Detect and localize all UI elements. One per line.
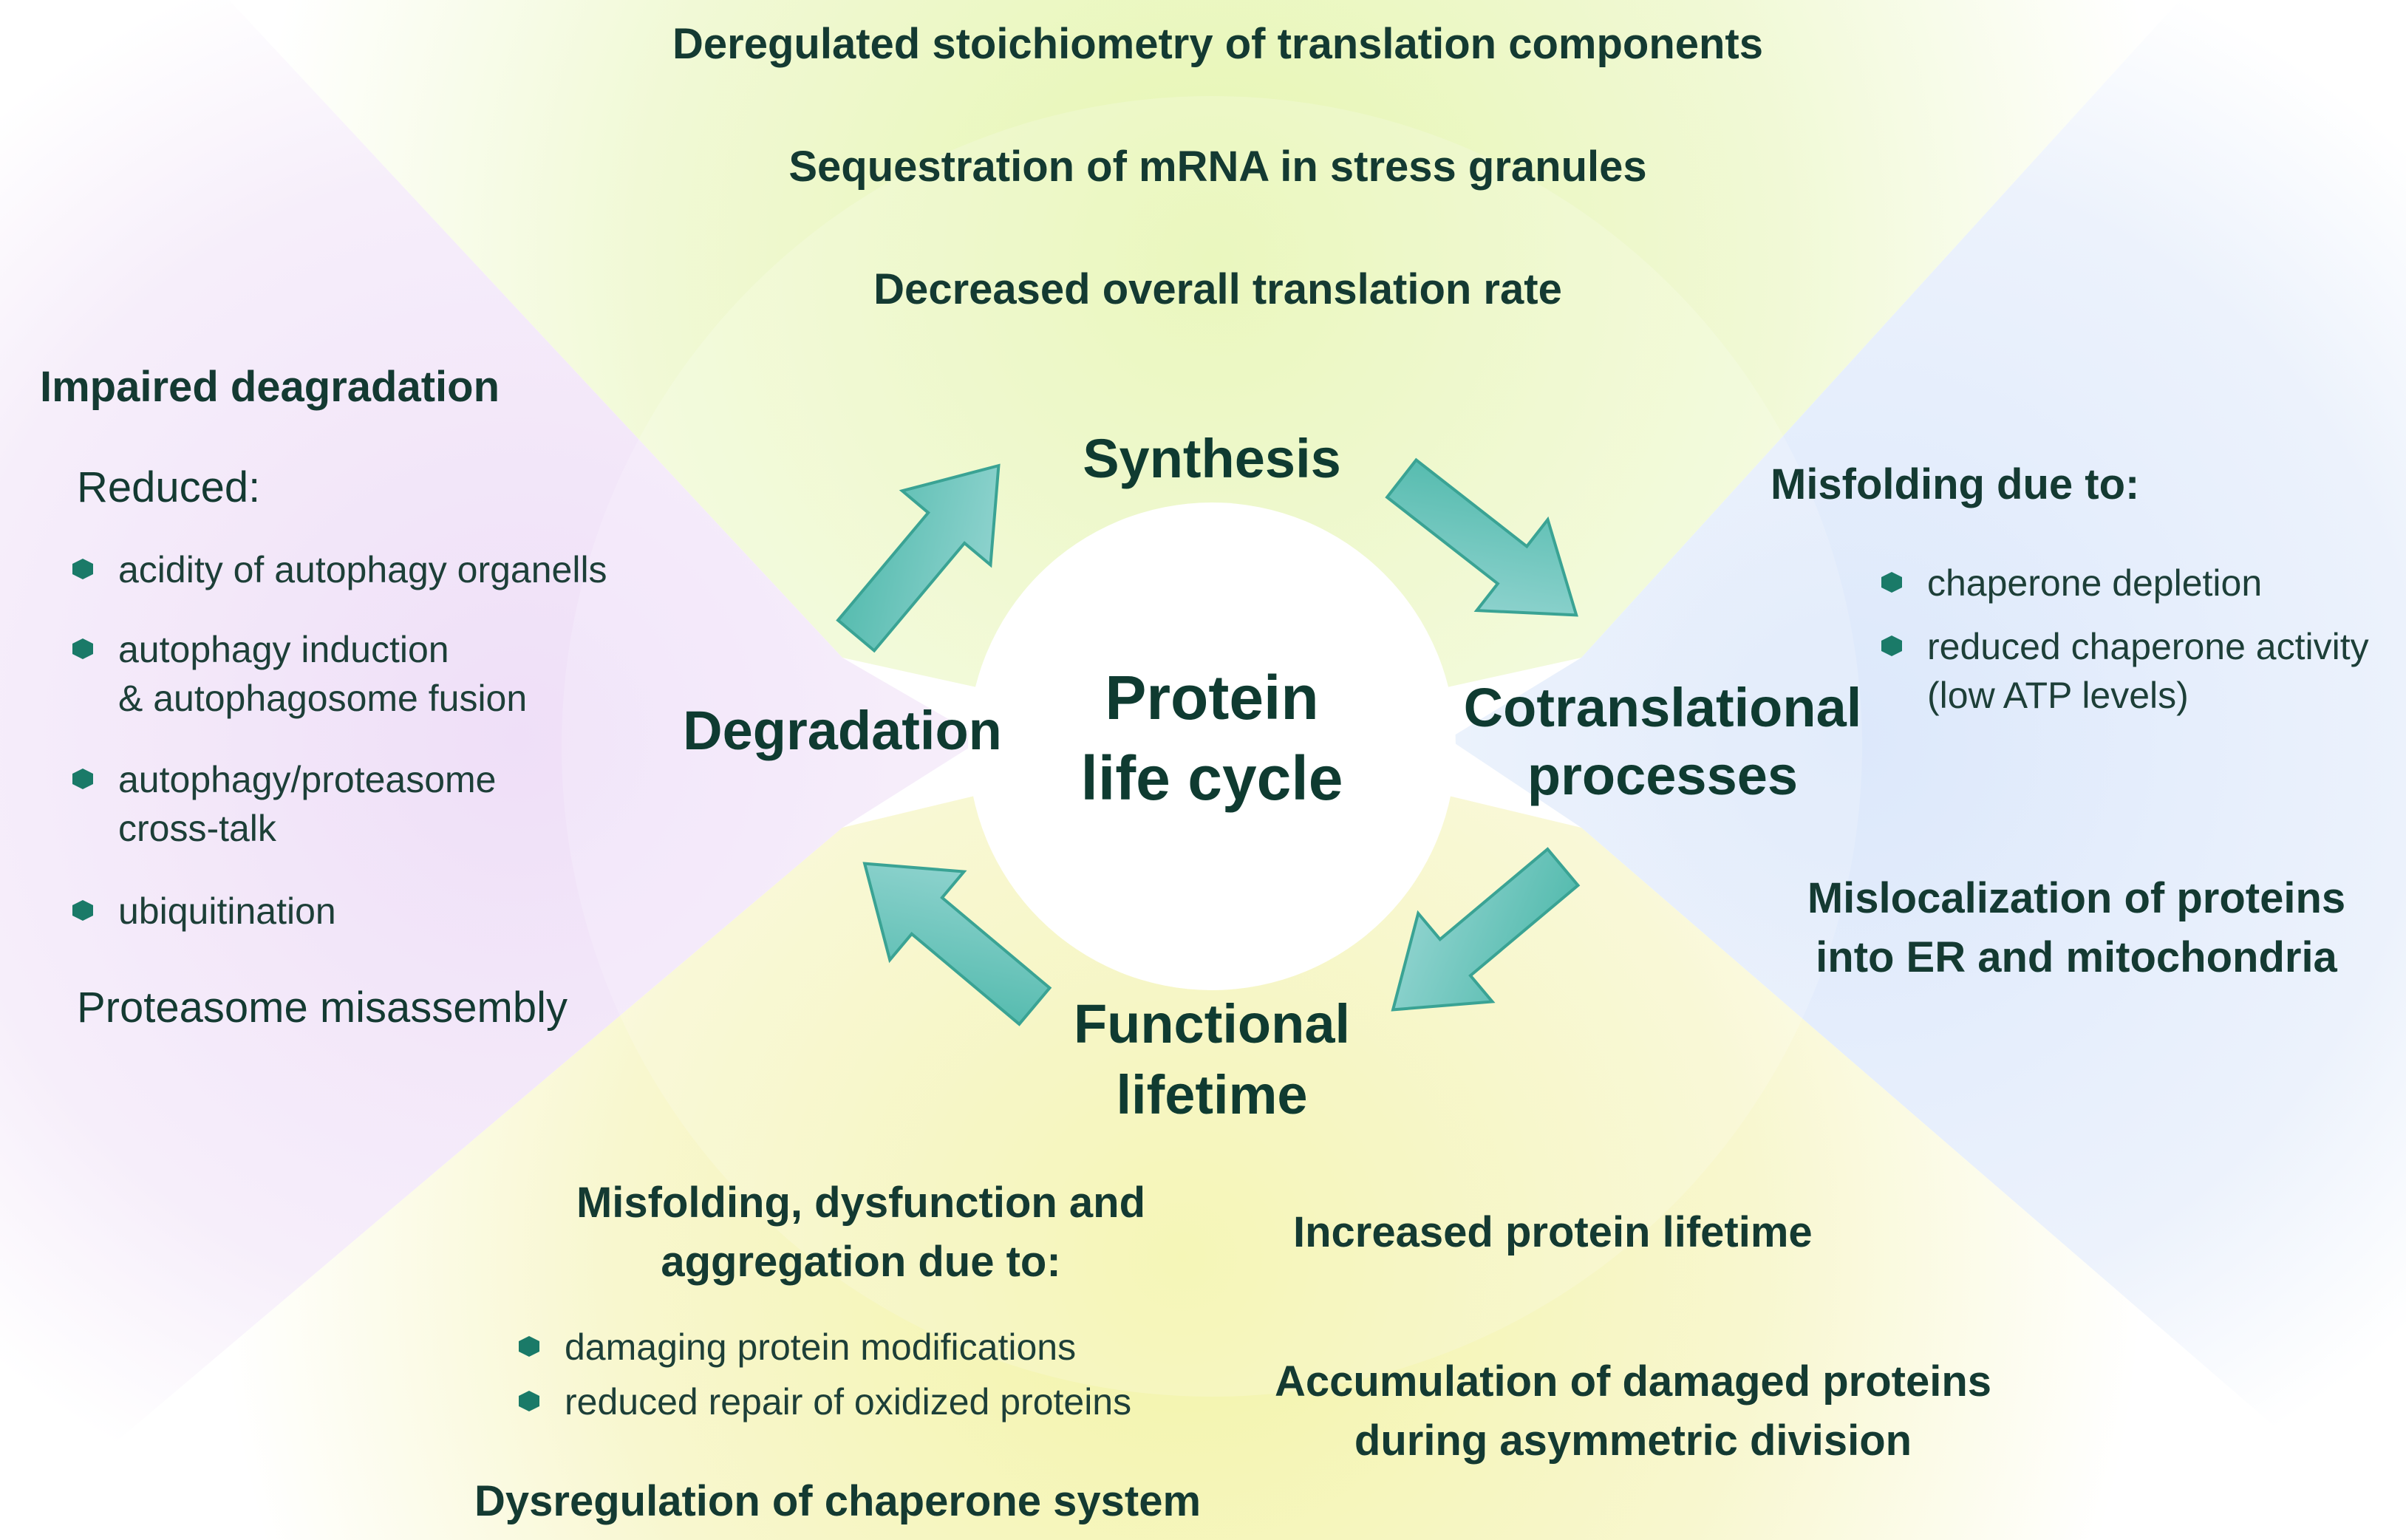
- bullet-hexagon-icon: [72, 638, 93, 659]
- mislocalization-line2: into ER and mitochondria: [1816, 933, 2337, 982]
- functional-bullet-2: reduced repair of oxidized proteins: [519, 1377, 1132, 1426]
- functional-bullet-1: damaging protein modifications: [519, 1323, 1077, 1372]
- cotranslational-bullet-1: chaperone depletion: [1881, 559, 2263, 607]
- functional-accumulation: Accumulation of damaged proteins during …: [1249, 1352, 2017, 1471]
- degradation-sector: [0, 0, 983, 1540]
- stage-functional-line1: Functional: [1073, 993, 1351, 1055]
- degradation-reduced: Reduced:: [77, 463, 261, 511]
- degradation-bullet-2: autophagy induction & autophagosome fusi…: [72, 625, 528, 723]
- bullet-hexagon-icon: [1881, 572, 1902, 593]
- degradation-bullet-3-line1: autophagy/proteasome: [118, 759, 497, 800]
- degradation-bullet-2-line2: & autophagosome fusion: [118, 678, 528, 719]
- cotranslational-sector: [1448, 0, 2406, 1540]
- arrow-synthesis-to-cotranslational: [1385, 457, 1578, 617]
- stage-cotranslational-line2: processes: [1527, 744, 1799, 806]
- center-title-line1: Protein: [1105, 663, 1319, 732]
- functional-dysregulation: Dysregulation of chaperone system: [474, 1477, 1202, 1525]
- cotranslational-mislocalization: Mislocalization of proteins into ER and …: [1759, 869, 2394, 987]
- center-title-line2: life cycle: [1080, 743, 1343, 814]
- degradation-bullet-4-line1: ubiquitination: [118, 890, 336, 932]
- cotranslational-bullet-2-line1: reduced chaperone activity: [1927, 626, 2369, 667]
- functional-misfolding-line2: aggregation due to:: [661, 1238, 1061, 1287]
- cotranslational-bullet-2-line2: (low ATP levels): [1927, 675, 2189, 716]
- degradation-bullet-4: ubiquitination: [72, 887, 336, 936]
- synthesis-note-1: Deregulated stoichiometry of translation…: [672, 20, 1763, 68]
- functional-bullet-2-text: reduced repair of oxidized proteins: [565, 1381, 1132, 1423]
- degradation-bullet-2-line1: autophagy induction: [118, 629, 449, 670]
- synthesis-sector: [229, 0, 2180, 739]
- stage-cotranslational-line1: Cotranslational: [1463, 677, 1862, 738]
- cotranslational-heading: Misfolding due to:: [1771, 460, 2140, 508]
- functional-bullet-1-text: damaging protein modifications: [565, 1326, 1077, 1368]
- degradation-bullet-3-line2: cross-talk: [118, 808, 276, 849]
- stage-degradation: Degradation: [683, 700, 1002, 761]
- synthesis-note-3: Decreased overall translation rate: [873, 265, 1562, 313]
- accumulation-line2: during asymmetric division: [1354, 1417, 1912, 1465]
- arrow-degradation-to-synthesis: [836, 463, 1001, 653]
- stage-cotranslational: Cotranslational processes: [1434, 674, 1892, 810]
- stage-synthesis: Synthesis: [1083, 428, 1341, 489]
- bullet-hexagon-icon: [1881, 636, 1902, 656]
- center-title: Protein life cycle: [990, 658, 1434, 819]
- degradation-bullet-1-line1: acidity of autophagy organells: [118, 549, 607, 590]
- functional-sector: [0, 739, 2406, 1540]
- synthesis-note-2: Sequestration of mRNA in stress granules: [788, 143, 1647, 191]
- degradation-bullet-3: autophagy/proteasome cross-talk: [72, 755, 497, 853]
- cotranslational-bullet-2: reduced chaperone activity (low ATP leve…: [1881, 622, 2369, 720]
- accumulation-line1: Accumulation of damaged proteins: [1275, 1357, 1991, 1406]
- functional-misfolding-line1: Misfolding, dysfunction and: [576, 1179, 1146, 1227]
- degradation-bullet-1: acidity of autophagy organells: [72, 545, 607, 594]
- stage-functional: Functional lifetime: [990, 989, 1434, 1131]
- cotranslational-bullet-1-line1: chaperone depletion: [1927, 562, 2263, 604]
- arrow-cotranslational-to-functional: [1391, 847, 1581, 1012]
- degradation-misassembly: Proteasome misassembly: [77, 984, 568, 1032]
- functional-misfolding: Misfolding, dysfunction and aggregation …: [517, 1173, 1204, 1292]
- mislocalization-line1: Mislocalization of proteins: [1807, 874, 2346, 922]
- degradation-heading: Impaired deagradation: [40, 363, 500, 411]
- functional-increased: Increased protein lifetime: [1293, 1208, 1813, 1256]
- center-circle: [968, 502, 1456, 990]
- stage-functional-line2: lifetime: [1116, 1064, 1308, 1126]
- arrow-functional-to-degradation: [862, 862, 1052, 1026]
- bullet-hexagon-icon: [72, 559, 93, 579]
